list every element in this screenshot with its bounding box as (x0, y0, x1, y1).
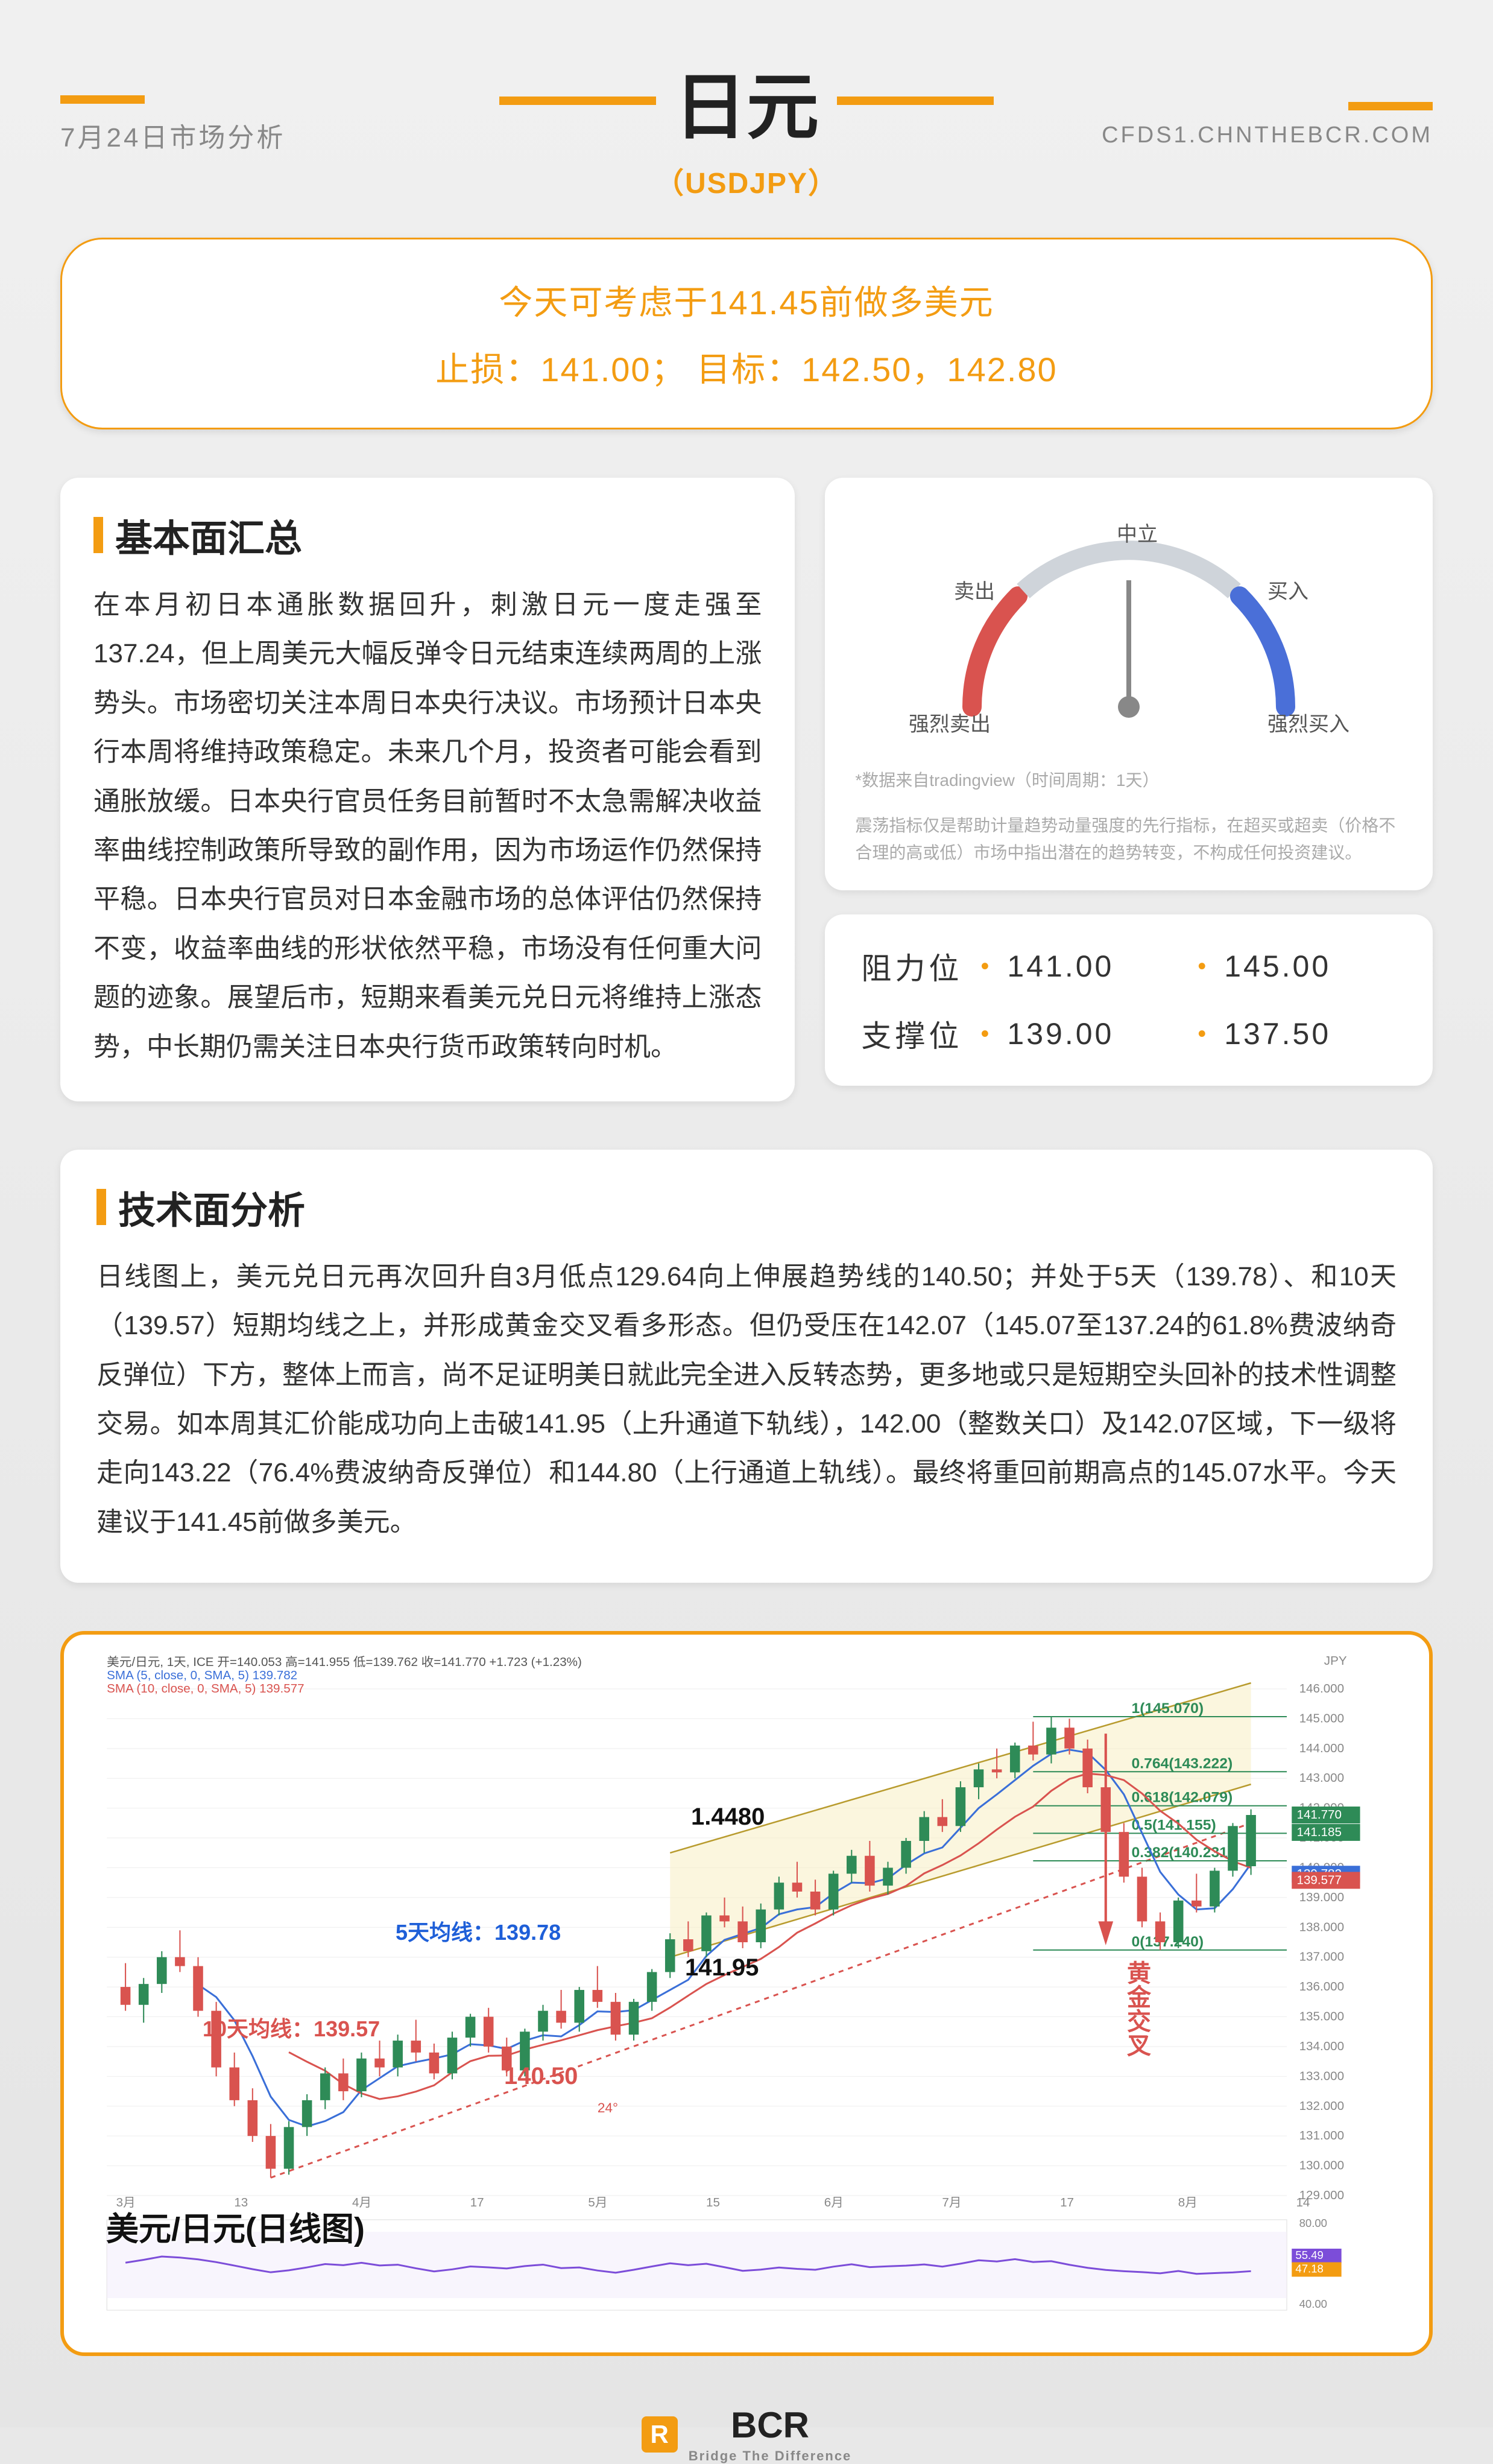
gauge-label-buy: 买入 (1267, 580, 1308, 603)
brand-logo: R BCR Bridge The Difference (642, 2404, 852, 2464)
accent-bar-icon (1348, 102, 1433, 110)
page-title: 日元 (674, 48, 819, 153)
accent-bar-icon (499, 97, 656, 105)
svg-text:137.000: 137.000 (1299, 1951, 1344, 1964)
date-label: 7月24日市场分析 (60, 116, 285, 154)
svg-text:JPY: JPY (1324, 1655, 1347, 1668)
fundamentals-title: 基本面汇总 (93, 508, 762, 562)
support-value-2: 137.50 (1224, 1016, 1397, 1051)
brand-tagline: Bridge The Difference (689, 2448, 852, 2464)
svg-text:141.770: 141.770 (1296, 1809, 1341, 1822)
technical-title-text: 技术面分析 (118, 1180, 305, 1234)
svg-text:5月: 5月 (588, 2197, 607, 2210)
svg-text:美元/日元, 1天, ICE 开=140.053 高=14: 美元/日元, 1天, ICE 开=140.053 高=141.955 低=139… (107, 1656, 582, 1670)
svg-text:134.000: 134.000 (1299, 2040, 1344, 2053)
right-column: 卖出 中立 买入 强烈卖出 强烈买入 *数据来自tradingview（时间周期… (825, 478, 1433, 1101)
svg-text:143.000: 143.000 (1299, 1772, 1344, 1785)
accent-bar-icon (837, 97, 994, 105)
svg-text:0.764(143.222): 0.764(143.222) (1132, 1756, 1233, 1772)
footer: R BCR Bridge The Difference (60, 2392, 1433, 2464)
fundamentals-body: 在本月初日本通胀数据回升，刺激日元一度走强至137.24，但上周美元大幅反弹令日… (93, 580, 762, 1071)
annotation-channel-low: 141.95 (685, 1954, 759, 1981)
annotation-sma5: 5天均线：139.78 (396, 1915, 561, 1946)
svg-text:139.577: 139.577 (1296, 1874, 1341, 1887)
svg-text:144.000: 144.000 (1299, 1742, 1344, 1755)
svg-text:8月: 8月 (1178, 2197, 1198, 2210)
technical-title: 技术面分析 (96, 1180, 1397, 1234)
svg-text:138.000: 138.000 (1299, 1921, 1344, 1934)
svg-text:15: 15 (706, 2197, 720, 2210)
header-center: 日元 （USDJPY） (475, 48, 1018, 201)
svg-text:133.000: 133.000 (1299, 2070, 1344, 2083)
bullet-icon: • (980, 953, 989, 980)
mid-row: 基本面汇总 在本月初日本通胀数据回升，刺激日元一度走强至137.24，但上周美元… (60, 478, 1433, 1101)
svg-text:135.000: 135.000 (1299, 2010, 1344, 2024)
svg-text:0(137.240): 0(137.240) (1132, 1934, 1204, 1950)
annotation-upper: 1.4480 (691, 1804, 765, 1831)
fundamentals-title-text: 基本面汇总 (115, 508, 302, 562)
currency-pair: （USDJPY） (655, 159, 838, 201)
bullet-icon: • (1198, 1021, 1206, 1048)
svg-text:40.00: 40.00 (1299, 2298, 1327, 2311)
svg-text:130.000: 130.000 (1299, 2159, 1344, 2173)
svg-text:SMA (5, close, 0, SMA, 5) 139: SMA (5, close, 0, SMA, 5) 139.782 (107, 1670, 297, 1683)
brand-name: BCR (689, 2404, 852, 2446)
gauge-label-neutral: 中立 (1117, 523, 1158, 546)
source-url: CFDS1.CHNTHEBCR.COM (1102, 122, 1433, 148)
annotation-sma10: 10天均线：139.57 (203, 2012, 380, 2043)
svg-text:131.000: 131.000 (1299, 2130, 1344, 2143)
gauge-label-sell: 卖出 (954, 580, 995, 603)
support-label: 支撑位 (861, 1012, 962, 1056)
accent-bar-icon (60, 95, 145, 104)
levels-box: 阻力位 • 141.00 • 145.00 支撑位 • 139.00 • 137… (825, 914, 1433, 1086)
svg-text:136.000: 136.000 (1299, 1981, 1344, 1994)
gauge-footnote2: 震荡指标仅是帮助计量趋势动量强度的先行指标，在超买或超卖（价格不合理的高或低）市… (855, 812, 1403, 867)
svg-text:24°: 24° (598, 2100, 618, 2115)
annotation-golden-cross: 黄金交叉 (1119, 1960, 1154, 2057)
chart-frame: 146.000145.000144.000143.000142.000141.0… (60, 1631, 1433, 2356)
svg-text:146.000: 146.000 (1299, 1683, 1344, 1696)
header-left: 7月24日市场分析 (60, 95, 475, 154)
gauge-label-strong-sell: 强烈卖出 (909, 713, 991, 736)
technical-body: 日线图上，美元兑日元再次回升自3月低点129.64向上伸展趋势线的140.50；… (96, 1252, 1397, 1547)
gauge-label-strong-buy: 强烈买入 (1267, 713, 1349, 736)
gauge-footnote1: *数据来自tradingview（时间周期：1天） (855, 767, 1403, 794)
bullet-icon: • (1198, 953, 1206, 980)
svg-text:141.185: 141.185 (1296, 1826, 1341, 1839)
accent-bar-icon (96, 1189, 106, 1225)
chart-container: 146.000145.000144.000143.000142.000141.0… (82, 1653, 1411, 2334)
svg-text:47.18: 47.18 (1295, 2263, 1323, 2275)
summary-strategy: 今天可考虑于141.45前做多美元 (110, 276, 1383, 325)
logo-mark-icon: R (642, 2416, 678, 2453)
resistance-value-1: 141.00 (1007, 949, 1179, 984)
svg-text:14: 14 (1296, 2197, 1310, 2210)
sentiment-gauge: 卖出 中立 买入 强烈卖出 强烈买入 (882, 508, 1376, 749)
svg-text:55.49: 55.49 (1295, 2249, 1323, 2262)
sentiment-gauge-box: 卖出 中立 买入 强烈卖出 强烈买入 *数据来自tradingview（时间周期… (825, 478, 1433, 890)
resistance-value-2: 145.00 (1224, 949, 1397, 984)
svg-text:17: 17 (1060, 2197, 1074, 2210)
svg-text:7月: 7月 (942, 2197, 961, 2210)
title-row: 日元 (499, 48, 994, 153)
svg-text:145.000: 145.000 (1299, 1712, 1344, 1726)
support-value-1: 139.00 (1007, 1016, 1179, 1051)
svg-text:17: 17 (470, 2197, 484, 2210)
annotation-trendline: 140.50 (504, 2063, 578, 2090)
svg-text:1(145.070): 1(145.070) (1132, 1701, 1204, 1717)
header-right: CFDS1.CHNTHEBCR.COM (1018, 102, 1433, 148)
summary-stoploss-target: 止损：141.00； 目标：142.50，142.80 (110, 343, 1383, 391)
bullet-icon: • (980, 1021, 989, 1048)
resistance-label: 阻力位 (861, 945, 962, 988)
svg-text:139.000: 139.000 (1299, 1891, 1344, 1904)
technical-analysis-box: 技术面分析 日线图上，美元兑日元再次回升自3月低点129.64向上伸展趋势线的1… (60, 1150, 1433, 1583)
svg-text:6月: 6月 (824, 2197, 844, 2210)
header: 7月24日市场分析 日元 （USDJPY） CFDS1.CHNTHEBCR.CO… (60, 48, 1433, 201)
svg-text:132.000: 132.000 (1299, 2100, 1344, 2113)
chart-caption: 美元/日元(日线图) (106, 2202, 365, 2250)
svg-text:80.00: 80.00 (1299, 2217, 1327, 2230)
svg-text:SMA (10, close, 0, SMA, 5) 13: SMA (10, close, 0, SMA, 5) 139.577 (107, 1683, 304, 1696)
accent-bar-icon (93, 517, 103, 553)
trade-summary-box: 今天可考虑于141.45前做多美元 止损：141.00； 目标：142.50，1… (60, 238, 1433, 429)
fundamentals-box: 基本面汇总 在本月初日本通胀数据回升，刺激日元一度走强至137.24，但上周美元… (60, 478, 795, 1101)
